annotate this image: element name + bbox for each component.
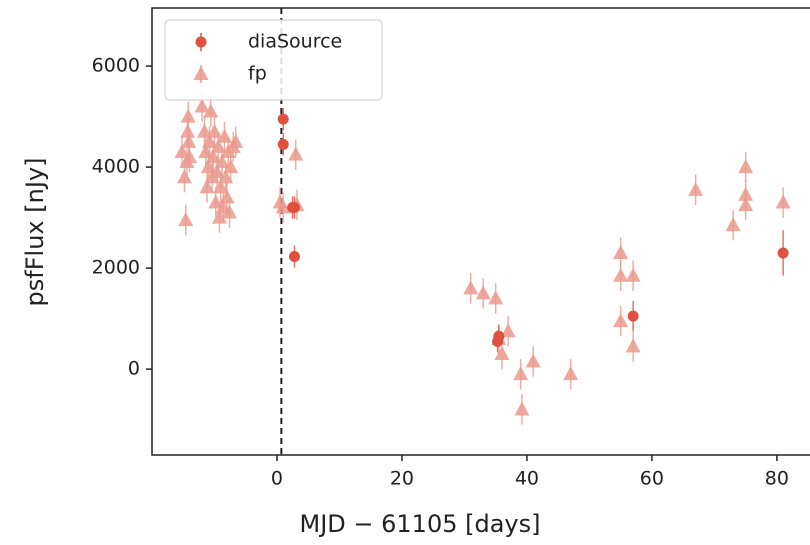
data-point xyxy=(738,159,754,174)
data-point xyxy=(725,217,741,232)
data-point xyxy=(500,323,516,338)
data-point xyxy=(613,267,629,282)
legend-marker xyxy=(193,66,209,80)
data-point xyxy=(277,138,289,150)
data-point xyxy=(228,133,244,148)
data-point xyxy=(563,366,579,381)
data-point xyxy=(194,98,210,113)
data-point xyxy=(174,143,190,158)
data-point xyxy=(213,179,229,194)
legend-box xyxy=(164,19,383,101)
data-point xyxy=(223,159,239,174)
data-point xyxy=(221,204,237,219)
data-point xyxy=(275,199,291,214)
data-point xyxy=(203,103,219,118)
data-point xyxy=(777,247,789,259)
data-point xyxy=(475,285,491,300)
data-point xyxy=(288,251,300,263)
data-point xyxy=(180,108,196,123)
data-point xyxy=(625,267,641,282)
x-tick-label: 40 xyxy=(515,468,539,490)
data-point xyxy=(463,280,479,295)
x-tick-label: 80 xyxy=(765,468,789,490)
data-point xyxy=(613,313,629,328)
data-point xyxy=(627,310,639,322)
data-point xyxy=(688,181,704,196)
data-point xyxy=(219,189,235,204)
data-point xyxy=(625,338,641,353)
data-point xyxy=(775,194,791,209)
data-point xyxy=(493,330,505,342)
data-point xyxy=(181,133,197,148)
data-point xyxy=(176,169,192,184)
plot-frame xyxy=(151,7,810,456)
legend-marker xyxy=(195,36,207,48)
y-axis-label: psfFlux [nJy] xyxy=(21,158,49,307)
data-point xyxy=(288,146,304,161)
data-point xyxy=(218,169,234,184)
data-point xyxy=(181,149,197,163)
data-point xyxy=(178,212,194,227)
data-point xyxy=(196,123,212,138)
data-point xyxy=(738,196,754,211)
data-point xyxy=(277,113,289,125)
data-point xyxy=(199,179,215,194)
legend-label: fp xyxy=(248,63,267,85)
x-tick-label: 20 xyxy=(390,468,414,490)
x-tick-label: 0 xyxy=(271,468,283,490)
data-point xyxy=(288,202,300,214)
plot-area xyxy=(174,8,791,455)
y-tick-label: 6000 xyxy=(92,55,140,77)
data-point xyxy=(525,353,541,368)
x-axis-label: MJD − 61105 [days] xyxy=(300,510,541,538)
data-point xyxy=(613,244,629,259)
data-point xyxy=(488,290,504,305)
legend: diaSource fp xyxy=(164,19,383,101)
x-tick-label: 60 xyxy=(640,468,664,490)
y-tick-label: 4000 xyxy=(92,156,140,178)
data-point xyxy=(514,401,530,416)
y-tick-label: 2000 xyxy=(92,257,140,279)
data-point xyxy=(494,345,510,360)
data-point xyxy=(513,366,529,381)
y-tick-label: 0 xyxy=(128,358,140,380)
legend-label: diaSource xyxy=(248,31,342,53)
